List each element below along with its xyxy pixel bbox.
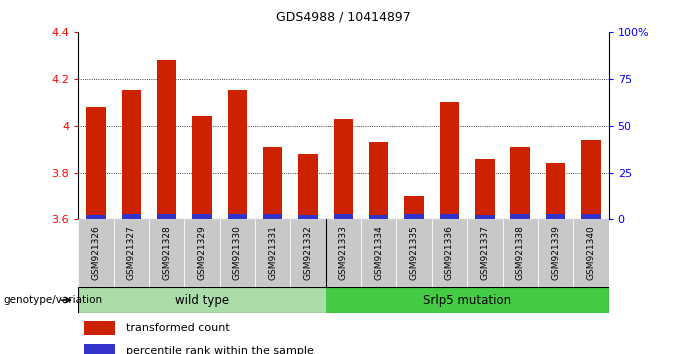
Bar	[503, 219, 538, 287]
Text: GSM921333: GSM921333	[339, 225, 348, 280]
Bar	[263, 215, 282, 219]
Bar	[326, 219, 361, 287]
Text: percentile rank within the sample: percentile rank within the sample	[126, 346, 313, 354]
Bar	[396, 219, 432, 287]
Bar	[405, 196, 424, 219]
Bar	[86, 107, 105, 219]
Text: genotype/variation: genotype/variation	[3, 295, 103, 305]
Bar	[581, 140, 600, 219]
Text: GSM921340: GSM921340	[586, 225, 596, 280]
Bar	[467, 219, 503, 287]
Bar	[228, 91, 247, 219]
Bar	[511, 147, 530, 219]
Bar	[405, 214, 424, 219]
Bar	[157, 60, 176, 219]
Text: wild type: wild type	[175, 293, 229, 307]
Bar	[334, 119, 353, 219]
Text: transformed count: transformed count	[126, 323, 230, 333]
Text: GSM921328: GSM921328	[162, 225, 171, 280]
Bar	[220, 219, 255, 287]
Bar	[157, 215, 176, 219]
Bar	[573, 219, 609, 287]
Bar	[122, 91, 141, 219]
Text: GSM921327: GSM921327	[126, 225, 136, 280]
Bar	[475, 159, 494, 219]
Bar	[84, 321, 116, 335]
Bar	[369, 142, 388, 219]
Bar	[475, 215, 494, 219]
Bar	[432, 219, 467, 287]
Text: GSM921332: GSM921332	[303, 225, 313, 280]
Bar	[546, 163, 565, 219]
Text: GSM921338: GSM921338	[515, 225, 525, 280]
Bar	[546, 215, 565, 219]
Bar	[290, 219, 326, 287]
Text: GSM921330: GSM921330	[233, 225, 242, 280]
Bar	[84, 344, 116, 354]
Bar	[255, 219, 290, 287]
Bar	[78, 219, 114, 287]
Bar	[184, 219, 220, 287]
Text: GDS4988 / 10414897: GDS4988 / 10414897	[276, 11, 411, 24]
Text: GSM921335: GSM921335	[409, 225, 419, 280]
Bar	[361, 219, 396, 287]
Bar	[511, 215, 530, 219]
Bar	[326, 287, 609, 313]
Text: GSM921329: GSM921329	[197, 225, 207, 280]
Bar	[334, 215, 353, 219]
Bar	[263, 147, 282, 219]
Bar	[440, 215, 459, 219]
Bar	[369, 215, 388, 219]
Bar	[192, 215, 211, 219]
Bar	[122, 214, 141, 219]
Bar	[228, 214, 247, 219]
Text: GSM921334: GSM921334	[374, 225, 384, 280]
Bar	[440, 102, 459, 219]
Text: GSM921326: GSM921326	[91, 225, 101, 280]
Bar	[538, 219, 573, 287]
Bar	[581, 215, 600, 219]
Text: GSM921337: GSM921337	[480, 225, 490, 280]
Bar	[299, 215, 318, 219]
Bar	[149, 219, 184, 287]
Bar	[114, 219, 149, 287]
Text: GSM921331: GSM921331	[268, 225, 277, 280]
Bar	[78, 287, 326, 313]
Text: GSM921336: GSM921336	[445, 225, 454, 280]
Bar	[86, 215, 105, 219]
Bar	[192, 116, 211, 219]
Bar	[299, 154, 318, 219]
Text: Srlp5 mutation: Srlp5 mutation	[423, 293, 511, 307]
Text: GSM921339: GSM921339	[551, 225, 560, 280]
